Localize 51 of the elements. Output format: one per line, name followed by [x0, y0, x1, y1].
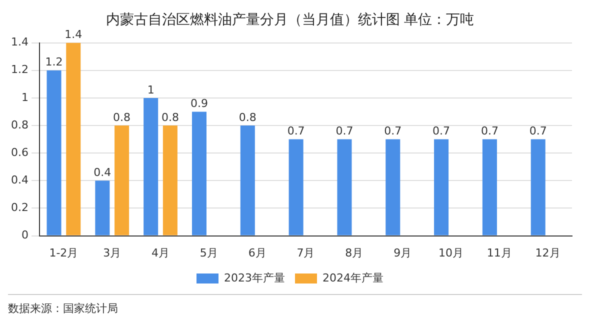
- bar: [114, 126, 130, 236]
- data-label: 1.2: [45, 56, 63, 69]
- x-tick-label: 5月: [200, 246, 218, 260]
- x-tick-label: 7月: [296, 246, 315, 260]
- x-tick-label: 12月: [535, 246, 560, 260]
- bar: [482, 139, 497, 236]
- y-tick-label: 1: [21, 90, 28, 104]
- bar: [434, 139, 449, 236]
- bar: [192, 112, 207, 236]
- data-label: 0.7: [432, 124, 450, 138]
- y-tick-label: 0.6: [10, 146, 28, 159]
- x-tick-label: 3月: [103, 246, 122, 260]
- y-tick-label: 0.4: [10, 174, 28, 187]
- x-tick-label: 1-2月: [49, 246, 78, 260]
- legend-label: 2024年产量: [322, 271, 384, 284]
- data-label: 0.9: [190, 97, 208, 110]
- x-tick-label: 9月: [394, 246, 412, 260]
- x-tick-label: 4月: [152, 246, 170, 260]
- x-tick-label: 8月: [345, 246, 364, 260]
- data-label: 0.7: [529, 124, 547, 138]
- y-tick-label: 1.4: [10, 36, 28, 49]
- bar: [95, 180, 110, 236]
- data-label: 0.8: [113, 110, 131, 124]
- bar: [144, 98, 158, 236]
- bar: [386, 139, 400, 236]
- y-tick-label: 0.8: [10, 118, 28, 132]
- bar: [46, 70, 62, 236]
- bar: [337, 139, 352, 236]
- data-label: 0.8: [238, 110, 256, 124]
- data-label: 1.4: [64, 28, 82, 42]
- y-tick-label: 0.2: [10, 201, 28, 214]
- bar: [288, 139, 304, 236]
- bar: [530, 139, 546, 236]
- bar: [66, 42, 81, 236]
- chart-title: 内蒙古自治区燃料油产量分月（当月值）统计图 单位：万吨: [106, 12, 474, 28]
- data-label: 0.7: [336, 124, 354, 138]
- data-label: 0.7: [384, 124, 402, 138]
- bar: [162, 126, 178, 236]
- data-label: 0.7: [287, 124, 305, 138]
- data-label: 0.4: [94, 166, 112, 180]
- data-label: 1: [147, 83, 154, 96]
- source-note: 数据来源：国家统计局: [8, 302, 118, 315]
- x-tick-label: 10月: [438, 246, 464, 260]
- data-label: 0.8: [161, 110, 179, 124]
- bar: [240, 126, 255, 236]
- y-tick-label: 1.2: [10, 63, 28, 76]
- x-tick-label: 6月: [248, 246, 266, 260]
- data-label: 0.7: [480, 124, 498, 138]
- x-tick-label: 11月: [486, 246, 512, 260]
- legend-label: 2023年产量: [224, 271, 286, 284]
- y-tick-label: 0: [21, 228, 28, 242]
